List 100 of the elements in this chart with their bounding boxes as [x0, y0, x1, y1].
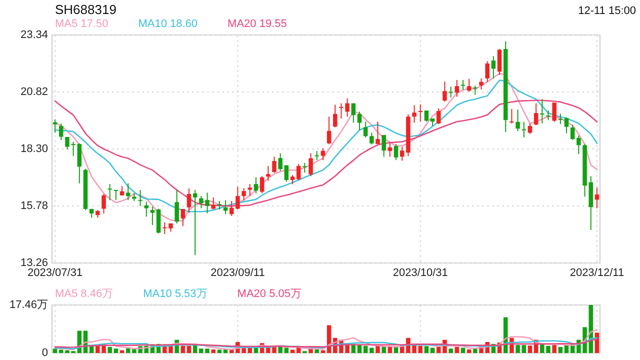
candlestick: [102, 194, 106, 214]
text: MA10 5.53万: [143, 288, 208, 300]
candlestick: [266, 165, 270, 182]
candlestick: [382, 134, 386, 158]
candlestick: [357, 111, 362, 130]
candlestick: [290, 174, 295, 185]
candlestick: [436, 108, 441, 125]
bar: [388, 346, 392, 353]
bar: [552, 345, 556, 353]
candlestick: [211, 196, 216, 210]
candlestick: [217, 200, 222, 210]
y-tick-label: 17.46万: [9, 298, 48, 311]
candlestick: [144, 201, 149, 218]
bar: [217, 350, 222, 353]
bar: [290, 350, 295, 353]
candlestick: [59, 122, 64, 140]
candlestick: [254, 176, 258, 194]
bar: [284, 348, 289, 353]
candlestick: [174, 189, 179, 224]
x-tick-label: 2023/07/31: [28, 267, 83, 279]
candlestick: [120, 186, 124, 196]
bar: [114, 348, 118, 353]
bar: [254, 348, 258, 353]
candlestick: [388, 142, 392, 158]
x-tick-label: 2023/09/11: [210, 267, 265, 279]
candlestick: [516, 109, 520, 132]
y-tick-label: 13.26: [20, 256, 48, 269]
candlestick: [564, 116, 569, 134]
text: MA10 18.60: [138, 18, 198, 30]
candlestick: [326, 116, 332, 145]
candlestick: [180, 208, 186, 227]
text: 12-11 15:00: [578, 5, 636, 17]
candlestick: [594, 186, 600, 209]
candlestick: [424, 110, 429, 122]
candlestick: [558, 113, 563, 125]
candlestick: [497, 48, 502, 76]
bar: [363, 346, 368, 353]
x-tick-label: 2023/10/31: [392, 267, 448, 279]
bar: [522, 345, 526, 353]
candlestick: [272, 156, 276, 174]
candlestick: [460, 80, 466, 90]
bar: [558, 346, 563, 353]
candlestick: [363, 121, 368, 138]
candlestick: [314, 150, 319, 161]
candlestick: [534, 102, 538, 126]
y-tick-label: 20.82: [20, 86, 48, 98]
bar: [376, 346, 380, 353]
candlestick: [442, 81, 447, 102]
bar: [430, 348, 435, 353]
bar: [186, 346, 192, 353]
candlestick: [320, 148, 326, 161]
candlestick: [351, 102, 356, 124]
candlestick: [248, 184, 252, 197]
candlestick: [333, 104, 338, 128]
candlestick: [278, 152, 282, 172]
candlestick: [126, 182, 130, 201]
candlestick: [77, 142, 82, 184]
candlestick: [296, 163, 301, 180]
candlestick: [308, 152, 313, 177]
candlestick: [479, 78, 484, 90]
candlestick: [510, 108, 514, 124]
bar: [52, 348, 58, 353]
text: MA5 17.50: [55, 18, 108, 30]
candlestick: [138, 189, 142, 206]
text: MA20 19.55: [228, 18, 287, 30]
candlestick: [394, 144, 398, 161]
candlestick: [485, 60, 490, 82]
candlestick: [418, 104, 423, 122]
candlestick: [576, 135, 581, 154]
bar: [454, 346, 460, 353]
candlestick: [186, 188, 192, 214]
bar: [448, 348, 453, 353]
bar: [314, 349, 319, 353]
y-tick-label: 0: [42, 346, 48, 359]
bar: [211, 349, 216, 353]
candlestick: [528, 122, 532, 134]
y-tick-label: 18.30: [20, 142, 48, 155]
candlestick: [546, 110, 550, 121]
candlestick: [108, 184, 112, 201]
bar: [424, 346, 429, 353]
candlestick: [52, 118, 58, 134]
candlestick: [491, 56, 496, 79]
candlestick: [448, 86, 453, 98]
y-tick-label: 23.34: [20, 28, 48, 41]
bar: [126, 348, 130, 353]
text: MA5 8.46万: [55, 288, 114, 300]
candlestick: [223, 200, 228, 215]
candlestick: [540, 98, 544, 124]
candlestick: [156, 208, 161, 234]
x-tick-label: 2023/12/11: [570, 267, 624, 279]
bar: [466, 349, 472, 353]
chart-title: SH688319: [55, 2, 116, 17]
bar: [516, 345, 520, 353]
text: MA20 5.05万: [237, 288, 302, 300]
candlestick: [284, 164, 289, 182]
candlestick: [454, 80, 460, 98]
candlestick: [114, 189, 118, 201]
candlestick: [400, 146, 404, 162]
bar: [460, 348, 466, 353]
candlestick: [473, 85, 478, 96]
